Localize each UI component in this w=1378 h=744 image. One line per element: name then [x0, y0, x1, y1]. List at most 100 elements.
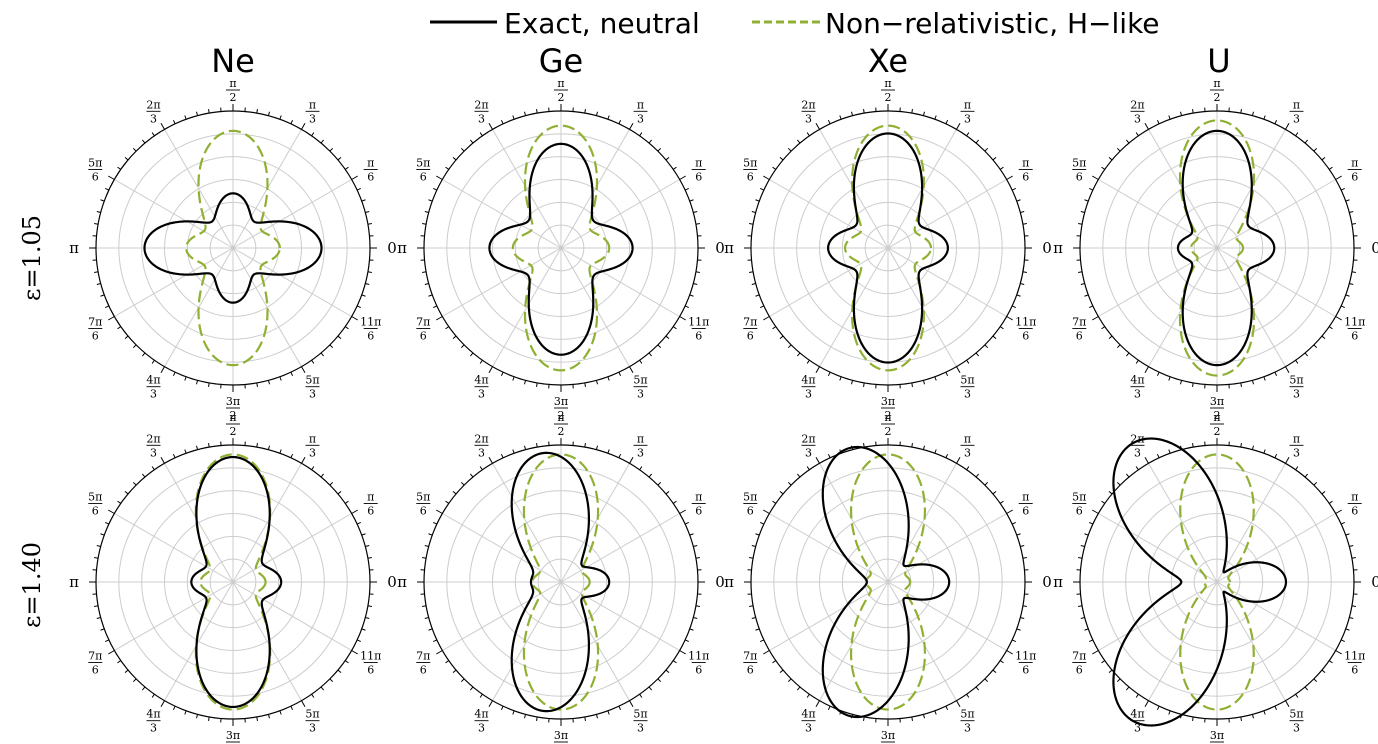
angle-tick — [479, 132, 483, 137]
angle-label-numerator: 5π — [1289, 374, 1303, 387]
angle-tick — [365, 616, 370, 619]
angle-tick — [772, 660, 777, 664]
angle-tick — [100, 628, 105, 631]
angle-tick — [460, 147, 465, 152]
angle-tick — [1006, 509, 1013, 514]
angle-label-text: 0 — [1042, 239, 1052, 257]
angle-label-60: π3 — [1289, 98, 1304, 125]
angle-tick — [311, 132, 315, 137]
angle-tick — [436, 509, 443, 514]
angle-tick — [1349, 545, 1354, 548]
grid-radial-line — [232, 247, 302, 367]
angle-tick — [469, 686, 474, 691]
angle-tick — [772, 500, 777, 504]
angle-tick — [595, 445, 598, 450]
angle-tick — [648, 686, 653, 691]
angle-label-120: 2π3 — [474, 98, 488, 125]
angle-tick — [922, 380, 925, 385]
angle-tick — [267, 111, 270, 116]
angle-tick — [351, 316, 358, 321]
angle-tick — [693, 545, 698, 548]
angle-tick — [141, 473, 146, 478]
angle-tick — [361, 533, 366, 536]
angle-tick — [1156, 705, 1160, 711]
angle-tick — [436, 175, 443, 180]
angle-tick — [311, 693, 315, 698]
angle-label-numerator: 11π — [1015, 316, 1036, 329]
angle-tick — [1144, 366, 1149, 373]
angle-tick — [160, 700, 165, 707]
angle-tick — [665, 156, 670, 161]
angle-tick — [279, 449, 282, 454]
angle-tick — [999, 166, 1004, 170]
angle-label-denominator: 6 — [1022, 330, 1029, 343]
angle-label-numerator: 2π — [474, 432, 488, 445]
angle-tick — [595, 714, 598, 719]
angle-label-90: π2 — [881, 411, 895, 438]
grid-radial-line — [1098, 581, 1218, 651]
grid-radial-line — [442, 247, 562, 317]
angle-label-numerator: 3π — [226, 395, 240, 408]
angle-tick — [1084, 199, 1089, 202]
angle-label-180: π — [1053, 239, 1063, 257]
angle-tick — [806, 132, 810, 137]
angle-tick — [672, 326, 677, 330]
angle-tick — [1156, 453, 1160, 459]
angle-tick — [1022, 605, 1027, 607]
angle-tick — [607, 449, 610, 454]
angle-tick — [141, 686, 146, 691]
series-exact-neutral — [488, 142, 634, 356]
angle-tick — [445, 326, 450, 330]
angle-label-numerator: 7π — [88, 650, 102, 663]
angle-tick — [618, 119, 622, 125]
angle-tick — [1020, 545, 1025, 548]
angle-tick — [469, 473, 474, 478]
angle-tick — [141, 352, 146, 357]
angle-tick — [1274, 119, 1278, 125]
angle-tick — [500, 705, 504, 711]
angle-tick — [424, 211, 429, 214]
angle-tick — [96, 545, 101, 548]
angle-tick — [1108, 669, 1113, 674]
angle-tick — [759, 521, 765, 525]
angle-tick — [524, 445, 527, 450]
angle-tick — [975, 686, 980, 691]
angle-tick — [755, 533, 760, 536]
angle-label-denominator: 3 — [964, 446, 971, 459]
angle-tick — [751, 211, 756, 214]
angle-tick — [618, 371, 622, 377]
angle-label-denominator: 2 — [1214, 91, 1221, 104]
angle-label-210: 7π6 — [88, 316, 102, 343]
grid-radial-line — [819, 463, 889, 583]
series-nonrelativistic-h-like — [511, 124, 611, 372]
angle-tick — [267, 714, 270, 719]
angle-tick — [1335, 175, 1342, 180]
angle-tick — [1240, 443, 1242, 448]
angle-label-60: π3 — [305, 98, 320, 125]
angle-label-numerator: 3π — [881, 395, 895, 408]
angle-label-150: 5π6 — [743, 157, 757, 184]
grid-radial-line — [1216, 179, 1336, 249]
angle-tick — [337, 490, 342, 495]
angle-label-denominator: 6 — [92, 171, 99, 184]
angle-tick — [290, 453, 294, 459]
angle-label-90: π2 — [881, 77, 895, 104]
angle-tick — [639, 132, 643, 137]
angle-label-60: π3 — [633, 98, 648, 125]
angle-tick — [365, 545, 370, 548]
grid-radial-line — [769, 581, 889, 651]
angle-label-numerator: 4π — [146, 374, 160, 387]
angle-tick — [984, 481, 989, 486]
angle-tick — [512, 449, 515, 454]
angle-label-denominator: 3 — [805, 722, 812, 735]
grid-radial-line — [1148, 463, 1218, 583]
grid-radial-line — [887, 247, 1007, 317]
angle-label-denominator: 6 — [747, 505, 754, 518]
angle-tick — [1351, 557, 1356, 559]
angle-label-numerator: 3π — [554, 395, 568, 408]
angle-tick — [607, 710, 610, 715]
angle-label-denominator: 3 — [964, 112, 971, 125]
angle-tick — [117, 326, 122, 330]
